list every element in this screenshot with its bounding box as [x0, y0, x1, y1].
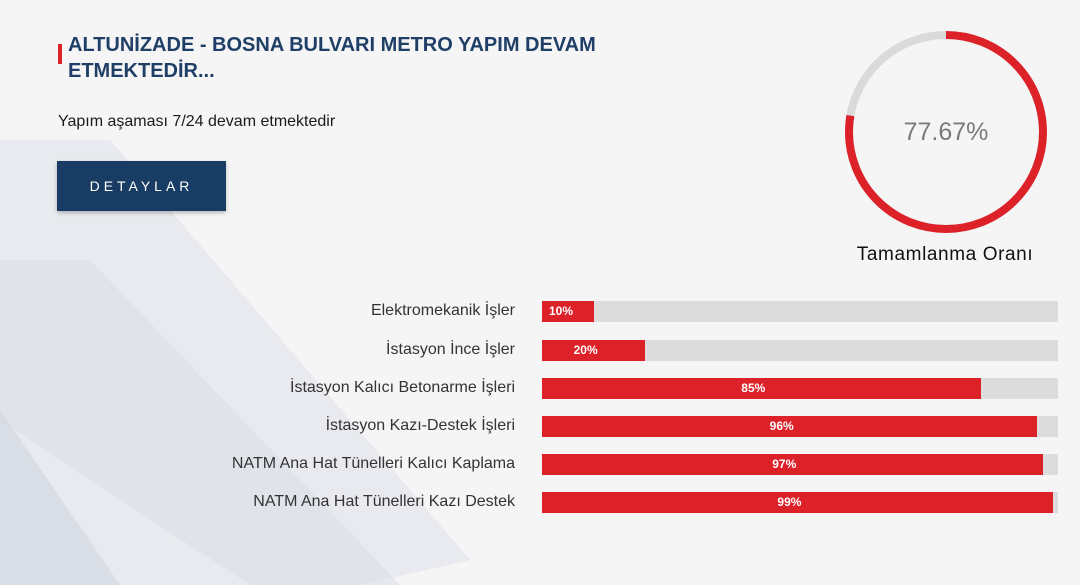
progress-label: Elektromekanik İşler — [370, 302, 515, 319]
progress-fill — [542, 416, 1038, 437]
details-button[interactable]: DETAYLAR — [57, 161, 226, 211]
progress-track: 85% — [542, 378, 1058, 399]
progress-fill — [542, 492, 1053, 513]
progress-value: 20% — [573, 343, 598, 357]
progress-track: 96% — [542, 416, 1058, 437]
progress-track: 99% — [542, 492, 1058, 513]
progress-label: NATM Ana Hat Tünelleri Kalıcı Kaplama — [231, 455, 515, 472]
progress-value: 10% — [549, 304, 574, 318]
progress-track: 20% — [542, 340, 1058, 361]
progress-fill — [542, 378, 981, 399]
progress-label: İstasyon Kalıcı Betonarme İşleri — [290, 379, 515, 396]
progress-track: 10% — [542, 301, 1058, 322]
completion-gauge: 77.67% — [842, 28, 1050, 236]
page-title: ALTUNİZADE - BOSNA BULVARI METRO YAPIM D… — [68, 34, 596, 82]
progress-track: 97% — [542, 454, 1058, 475]
title-accent-bar — [58, 44, 62, 64]
progress-row: NATM Ana Hat Tünelleri Kalıcı Kaplama 97… — [0, 453, 1080, 475]
progress-label: İstasyon Kazı-Destek İşleri — [325, 417, 515, 434]
completion-label: Tamamlanma Oranı — [856, 244, 1034, 265]
progress-row: NATM Ana Hat Tünelleri Kazı Destek 99% — [0, 491, 1080, 513]
progress-label: NATM Ana Hat Tünelleri Kazı Destek — [253, 493, 515, 510]
progress-value: 97% — [772, 457, 797, 471]
progress-row: İstasyon Kazı-Destek İşleri 96% — [0, 415, 1080, 437]
page-subtitle: Yapım aşaması 7/24 devam etmektedir — [58, 113, 336, 130]
progress-row: İstasyon İnce İşler 20% — [0, 339, 1080, 361]
progress-label: İstasyon İnce İşler — [386, 341, 515, 358]
gauge-progress-arc — [845, 31, 1047, 233]
progress-value: 99% — [777, 495, 802, 509]
progress-value: 85% — [741, 381, 766, 395]
progress-fill — [542, 454, 1043, 475]
progress-value: 96% — [769, 419, 794, 433]
progress-row: İstasyon Kalıcı Betonarme İşleri 85% — [0, 377, 1080, 399]
progress-row: Elektromekanik İşler 10% — [0, 300, 1080, 322]
progress-fill — [542, 301, 594, 322]
progress-fill — [542, 340, 646, 361]
gauge-ring — [845, 31, 1047, 233]
completion-percent: 77.67% — [903, 118, 989, 146]
